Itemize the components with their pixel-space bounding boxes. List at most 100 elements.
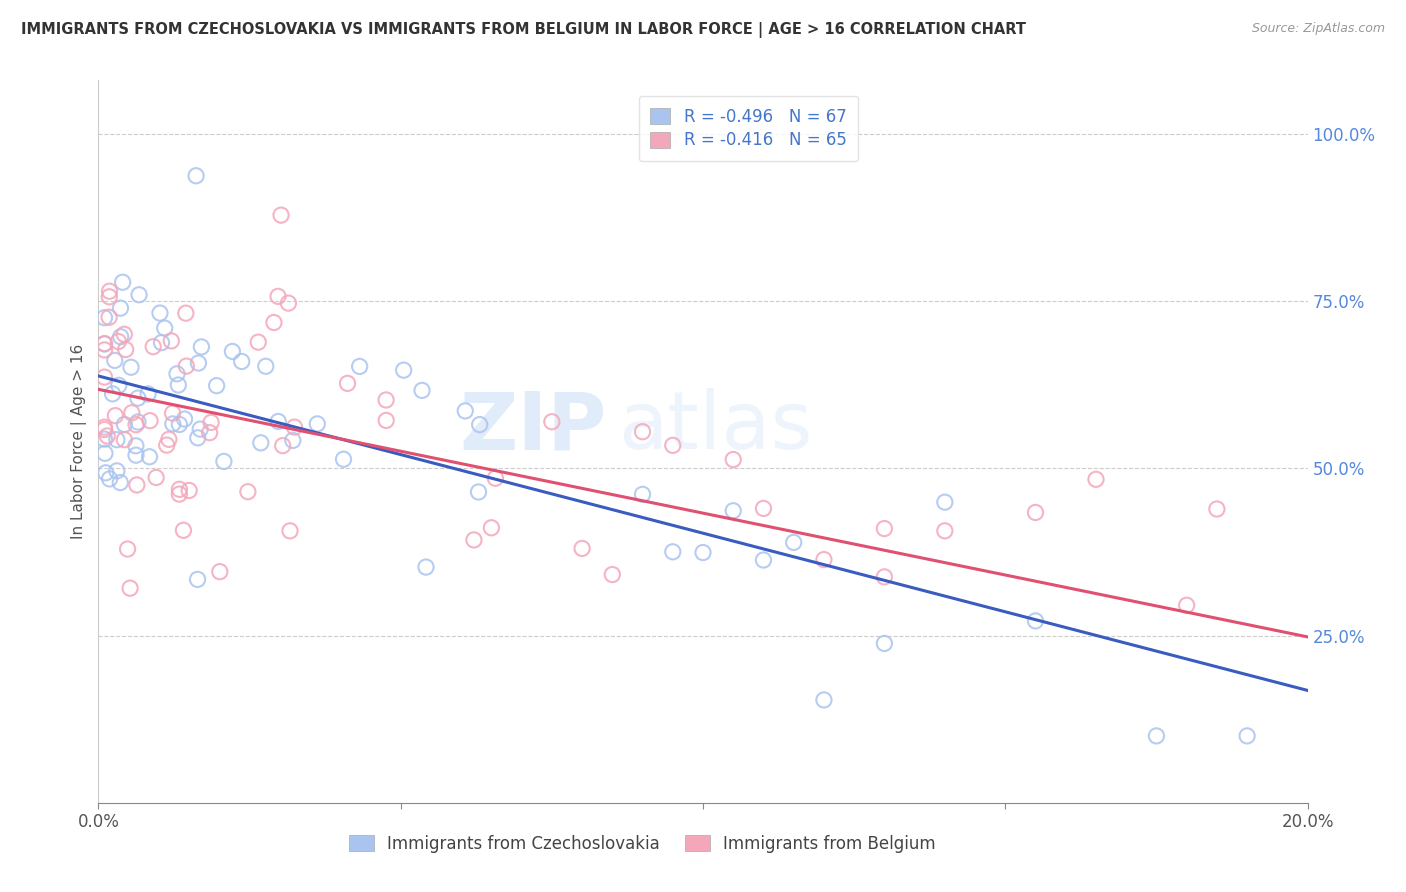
Point (139, 414, 162, 428)
Point (1206, 502, 1229, 516)
Point (120, 581, 142, 595)
Point (150, 335, 173, 350)
Point (752, 501, 775, 516)
Point (221, 344, 243, 359)
Point (98, 290, 121, 304)
Point (1024, 614, 1046, 628)
Point (94, 466, 117, 480)
Point (247, 335, 270, 350)
Point (105, 433, 128, 447)
Point (112, 417, 135, 432)
Text: atlas: atlas (619, 388, 813, 467)
Point (484, 471, 506, 485)
Point (93, 420, 115, 434)
Point (112, 327, 135, 342)
Point (813, 693, 835, 707)
Point (188, 422, 211, 436)
Point (267, 414, 290, 428)
Point (723, 452, 745, 467)
Point (481, 521, 503, 535)
Point (101, 387, 124, 401)
Point (93, 336, 115, 351)
Point (571, 541, 593, 556)
Point (200, 416, 222, 430)
Point (93, 423, 115, 437)
Point (157, 433, 180, 447)
Point (190, 340, 212, 354)
Point (162, 406, 184, 420)
Point (540, 415, 562, 429)
Point (125, 417, 148, 432)
Point (114, 343, 136, 357)
Point (93, 343, 115, 357)
Point (1144, 729, 1167, 743)
Point (112, 433, 135, 447)
Point (281, 434, 304, 448)
Point (173, 412, 195, 426)
Point (117, 541, 139, 556)
Point (128, 287, 150, 301)
Point (125, 478, 148, 492)
Text: IMMIGRANTS FROM CZECHOSLOVAKIA VS IMMIGRANTS FROM BELGIUM IN LABOR FORCE | AGE >: IMMIGRANTS FROM CZECHOSLOVAKIA VS IMMIGR… (21, 22, 1026, 38)
Text: ZIP: ZIP (458, 388, 606, 467)
Point (120, 360, 142, 375)
Point (138, 450, 160, 464)
Point (156, 438, 179, 452)
Point (145, 470, 167, 484)
Point (1085, 472, 1108, 486)
Point (236, 484, 259, 499)
Point (349, 359, 371, 374)
Point (415, 560, 437, 574)
Point (166, 367, 188, 381)
Point (307, 417, 329, 431)
Point (176, 359, 198, 373)
Point (873, 636, 896, 650)
Point (107, 378, 129, 392)
Point (127, 391, 149, 405)
Point (94, 446, 117, 460)
Point (205, 378, 228, 392)
Point (174, 306, 197, 320)
Point (98, 472, 121, 486)
Point (723, 504, 745, 518)
Point (392, 363, 415, 377)
Point (187, 431, 209, 445)
Point (187, 573, 209, 587)
Point (934, 524, 956, 538)
Point (813, 552, 835, 566)
Point (169, 487, 191, 501)
Point (104, 409, 127, 423)
Point (1024, 506, 1046, 520)
Point (160, 334, 183, 348)
Point (692, 545, 714, 559)
Y-axis label: In Labor Force | Age > 16: In Labor Force | Age > 16 (72, 344, 87, 539)
Point (169, 483, 191, 497)
Point (162, 417, 184, 431)
Point (93, 337, 115, 351)
Point (93, 432, 115, 446)
Point (169, 417, 191, 432)
Point (153, 321, 176, 335)
Point (110, 301, 132, 315)
Point (93, 310, 115, 325)
Point (98, 284, 121, 298)
Point (631, 487, 654, 501)
Legend: Immigrants from Czechoslovakia, Immigrants from Belgium: Immigrants from Czechoslovakia, Immigran… (342, 828, 943, 860)
Point (271, 439, 294, 453)
Point (110, 475, 132, 490)
Point (270, 208, 292, 222)
Point (283, 420, 305, 434)
Point (375, 413, 398, 427)
Point (96, 429, 118, 443)
Point (104, 353, 127, 368)
Point (873, 570, 896, 584)
Point (98, 310, 121, 325)
Point (336, 376, 359, 391)
Point (125, 439, 148, 453)
Point (121, 406, 143, 420)
Text: Source: ZipAtlas.com: Source: ZipAtlas.com (1251, 22, 1385, 36)
Point (661, 545, 683, 559)
Point (661, 438, 683, 452)
Point (187, 356, 209, 370)
Point (411, 384, 433, 398)
